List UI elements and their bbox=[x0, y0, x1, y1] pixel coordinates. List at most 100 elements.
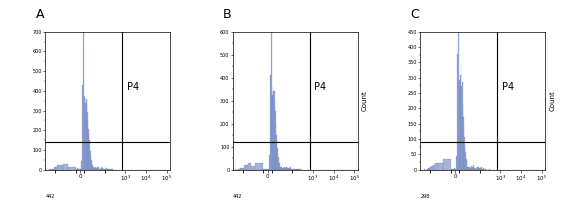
Bar bbox=[480, 168, 481, 170]
Bar bbox=[479, 168, 480, 170]
Bar bbox=[88, 129, 89, 170]
Bar bbox=[451, 169, 452, 170]
Bar bbox=[285, 168, 286, 170]
Bar bbox=[286, 167, 287, 170]
Bar bbox=[295, 169, 296, 170]
Bar bbox=[481, 167, 482, 170]
Bar bbox=[61, 165, 64, 170]
Bar bbox=[468, 167, 469, 170]
Bar bbox=[293, 169, 294, 170]
Bar bbox=[235, 169, 236, 170]
Bar bbox=[475, 169, 476, 170]
Bar bbox=[68, 167, 76, 170]
Bar bbox=[267, 169, 268, 170]
Text: B: B bbox=[223, 8, 232, 21]
Bar bbox=[275, 123, 276, 170]
Bar bbox=[84, 96, 85, 170]
Bar bbox=[287, 167, 288, 170]
Bar bbox=[77, 168, 78, 170]
Text: A: A bbox=[35, 8, 44, 21]
Bar bbox=[477, 167, 478, 170]
Bar bbox=[280, 165, 281, 170]
Bar bbox=[105, 169, 106, 170]
Bar bbox=[90, 157, 91, 170]
Bar bbox=[111, 169, 112, 170]
Bar bbox=[484, 169, 485, 170]
Bar bbox=[92, 163, 93, 170]
Bar bbox=[432, 166, 433, 170]
Bar bbox=[255, 163, 264, 170]
Bar bbox=[278, 157, 279, 170]
Bar bbox=[264, 169, 265, 170]
Bar bbox=[270, 75, 271, 170]
Text: 442: 442 bbox=[233, 194, 243, 199]
Bar bbox=[436, 163, 438, 170]
Bar bbox=[294, 169, 295, 170]
Bar bbox=[281, 167, 282, 170]
Bar bbox=[476, 168, 477, 170]
Bar bbox=[64, 164, 68, 170]
Bar bbox=[240, 168, 241, 170]
Bar bbox=[80, 169, 81, 170]
Bar bbox=[108, 169, 109, 170]
Bar bbox=[442, 159, 451, 170]
Bar bbox=[464, 137, 465, 170]
Bar bbox=[274, 102, 275, 170]
Bar bbox=[271, 0, 272, 170]
Bar bbox=[59, 165, 61, 170]
Bar bbox=[279, 163, 280, 170]
Bar bbox=[89, 140, 90, 170]
Bar bbox=[52, 169, 53, 170]
Bar bbox=[428, 168, 429, 170]
Bar bbox=[452, 169, 453, 170]
Bar bbox=[467, 167, 468, 170]
Bar bbox=[430, 167, 432, 170]
Bar bbox=[478, 167, 479, 170]
Text: P4: P4 bbox=[127, 82, 139, 92]
Bar bbox=[429, 168, 430, 170]
Bar bbox=[276, 135, 277, 170]
Y-axis label: Count: Count bbox=[549, 90, 556, 111]
Bar bbox=[99, 169, 100, 170]
Bar bbox=[269, 155, 270, 170]
Bar bbox=[251, 166, 255, 170]
Bar bbox=[79, 169, 80, 170]
Bar bbox=[86, 101, 87, 170]
Bar bbox=[296, 169, 297, 170]
Bar bbox=[87, 120, 88, 170]
Bar bbox=[76, 169, 77, 170]
Bar bbox=[83, 0, 84, 170]
Bar bbox=[101, 167, 102, 170]
Bar bbox=[268, 169, 269, 170]
Bar bbox=[82, 85, 83, 170]
Bar bbox=[454, 168, 456, 170]
Bar bbox=[97, 167, 98, 170]
Bar bbox=[302, 169, 303, 170]
Bar bbox=[107, 169, 108, 170]
Bar bbox=[57, 165, 59, 170]
Bar bbox=[277, 148, 278, 170]
Bar bbox=[485, 169, 486, 170]
Bar bbox=[298, 169, 299, 170]
Bar bbox=[288, 168, 289, 170]
Bar bbox=[460, 75, 461, 170]
Bar bbox=[292, 169, 293, 170]
Bar bbox=[482, 169, 483, 170]
Text: P4: P4 bbox=[314, 82, 327, 92]
Bar bbox=[102, 168, 103, 170]
Bar bbox=[96, 168, 97, 170]
Bar bbox=[462, 105, 463, 170]
Bar bbox=[265, 169, 266, 170]
Bar bbox=[291, 169, 292, 170]
Text: 442: 442 bbox=[45, 194, 55, 199]
Bar bbox=[241, 168, 243, 170]
Bar bbox=[424, 169, 425, 170]
Bar bbox=[284, 169, 285, 170]
Text: P4: P4 bbox=[502, 82, 514, 92]
Bar bbox=[470, 168, 471, 170]
Bar bbox=[91, 160, 92, 170]
Text: 298: 298 bbox=[420, 194, 429, 199]
Bar bbox=[489, 169, 490, 170]
Bar bbox=[93, 167, 94, 170]
Bar bbox=[282, 167, 283, 170]
